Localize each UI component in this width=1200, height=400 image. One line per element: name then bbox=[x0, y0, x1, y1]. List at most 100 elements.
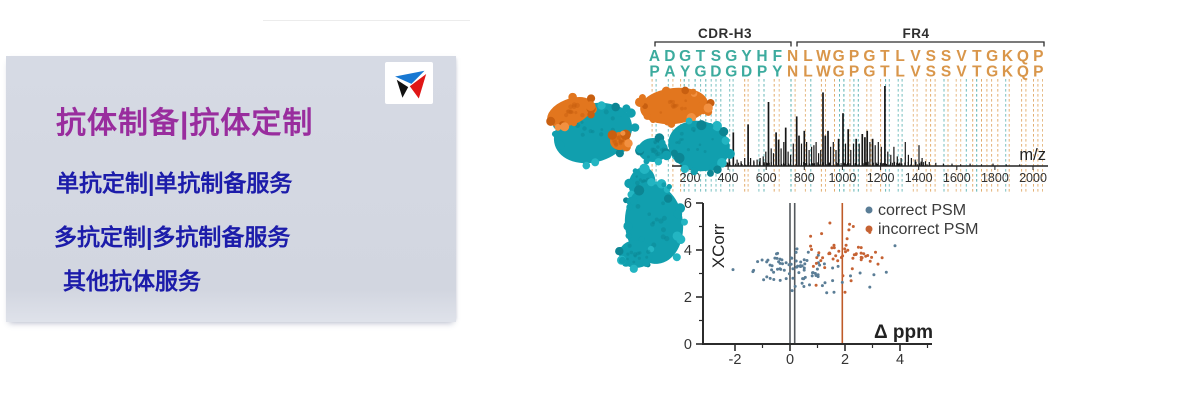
sequence-letter: Y bbox=[680, 64, 691, 81]
scatter-point bbox=[823, 281, 827, 285]
scatter-point bbox=[825, 291, 829, 295]
scatter-point bbox=[770, 268, 774, 272]
scatter-point bbox=[799, 260, 803, 264]
panel-title: 抗体制备|抗体定制 bbox=[56, 107, 314, 140]
scatter-point bbox=[858, 271, 862, 275]
scatter-point bbox=[822, 262, 826, 266]
sequence-letter: D bbox=[664, 48, 675, 65]
scatter-point bbox=[809, 234, 813, 238]
sequence-letter: V bbox=[910, 48, 921, 65]
scatter-point bbox=[819, 259, 823, 263]
x-axis-label: Δ ppm bbox=[874, 322, 933, 343]
scatter-point bbox=[802, 258, 806, 262]
scatter-point bbox=[841, 274, 845, 278]
sequence-letter: F bbox=[773, 48, 782, 65]
scatter-point bbox=[765, 275, 769, 279]
scatter-point bbox=[794, 250, 798, 254]
scatter-point bbox=[772, 270, 776, 274]
sequence-letter: V bbox=[956, 64, 967, 81]
brand-triangle-icon bbox=[395, 70, 427, 99]
molecule-blob bbox=[546, 92, 597, 132]
sequence-letter: G bbox=[833, 64, 845, 81]
spectrum-tick-label: 2000 bbox=[1019, 171, 1047, 185]
region-label-fr4: FR4 bbox=[902, 26, 929, 41]
sequence-letter: G bbox=[694, 64, 706, 81]
antibody-structure-illustration bbox=[546, 86, 735, 273]
scatter-point bbox=[778, 278, 782, 282]
sequence-rows: A D G T S G Y H F N L W G P G T L V S S V T G K Q PP A Y G D G D P Y N L W G P… bbox=[649, 48, 1044, 81]
spectrum-tick-label: 1600 bbox=[943, 171, 971, 185]
spectrum-tick-label: 1200 bbox=[867, 171, 895, 185]
mz-axis-label: m/z bbox=[1019, 146, 1046, 164]
scatter-point bbox=[836, 264, 840, 268]
sequence-letter: T bbox=[880, 48, 890, 65]
scatter-point bbox=[762, 278, 766, 282]
sequence-letter: D bbox=[741, 64, 752, 81]
sequence-letter: G bbox=[725, 64, 737, 81]
scatter-point bbox=[810, 248, 813, 251]
scatter-point bbox=[797, 271, 801, 275]
spectrum-tick-label: 1800 bbox=[981, 171, 1009, 185]
sequence-letter: T bbox=[696, 48, 706, 65]
scatter-point bbox=[836, 259, 840, 263]
scatter-point bbox=[787, 272, 791, 276]
y-tick-label: 6 bbox=[684, 196, 692, 212]
sequence-letter: S bbox=[926, 64, 936, 81]
scatter-point bbox=[832, 290, 836, 294]
scatter-point bbox=[846, 248, 850, 252]
scatter-point bbox=[773, 256, 777, 260]
scatter-point bbox=[808, 283, 811, 287]
scatter-point bbox=[851, 225, 855, 228]
cdr-h3-bracket bbox=[654, 41, 792, 47]
sequence-letter: L bbox=[803, 64, 812, 81]
scatter-point bbox=[841, 254, 845, 258]
scatter-point bbox=[811, 264, 815, 268]
scatter-point bbox=[791, 276, 795, 280]
scatter-point bbox=[859, 255, 863, 259]
x-tick-label: 0 bbox=[786, 352, 794, 368]
scatter-point bbox=[731, 268, 735, 272]
sequence-letter: T bbox=[972, 64, 982, 81]
scatter-point bbox=[856, 245, 860, 249]
sequence-letter: P bbox=[849, 48, 859, 65]
y-tick-label: 4 bbox=[684, 243, 692, 259]
sequence-letter: L bbox=[803, 48, 812, 65]
sequence-letter: N bbox=[787, 64, 798, 81]
x-tick-label: 4 bbox=[896, 352, 904, 368]
scatter-point bbox=[814, 261, 818, 265]
scatter-point bbox=[784, 261, 788, 265]
sequence-letter: V bbox=[956, 48, 967, 65]
scatter-point bbox=[789, 262, 793, 266]
scatter-plot: 0 2 4 6 -2 0 2 4 XCorr Δ ppm correct PSM incorr… bbox=[684, 196, 979, 368]
scatter-point bbox=[840, 280, 844, 284]
sequence-letter: A bbox=[664, 64, 675, 81]
scatter-point bbox=[802, 266, 806, 270]
scatter-point bbox=[815, 256, 819, 260]
spectrum-tick-label: 800 bbox=[794, 171, 815, 185]
scatter-point bbox=[831, 257, 835, 261]
y-tick-label: 2 bbox=[684, 290, 692, 306]
scatter-point bbox=[809, 244, 813, 248]
scatter-point bbox=[791, 267, 795, 271]
scatter-point bbox=[816, 253, 820, 257]
scatter-point bbox=[816, 273, 820, 277]
sequence-letter: N bbox=[787, 48, 798, 65]
scatter-point bbox=[768, 276, 772, 280]
sequence-letter: S bbox=[941, 64, 951, 81]
scatter-point bbox=[876, 262, 880, 266]
molecule-blob bbox=[668, 117, 735, 177]
sequence-letter: S bbox=[711, 48, 721, 65]
service-item-polyclonal: 多抗定制|多抗制备服务 bbox=[54, 224, 291, 250]
scatter-point bbox=[801, 277, 805, 281]
sequence-letter: V bbox=[910, 64, 921, 81]
scatter-point bbox=[859, 246, 863, 250]
scatter-point bbox=[859, 258, 863, 262]
scatter-point bbox=[851, 256, 855, 260]
spectrum-tick-label: 1000 bbox=[828, 171, 856, 185]
spectrum-tick-label: 600 bbox=[756, 171, 777, 185]
scatter-point bbox=[782, 268, 786, 272]
scatter-point bbox=[789, 256, 793, 260]
scatter-point bbox=[817, 251, 821, 255]
service-item-monoclonal: 单抗定制|单抗制备服务 bbox=[56, 170, 293, 196]
